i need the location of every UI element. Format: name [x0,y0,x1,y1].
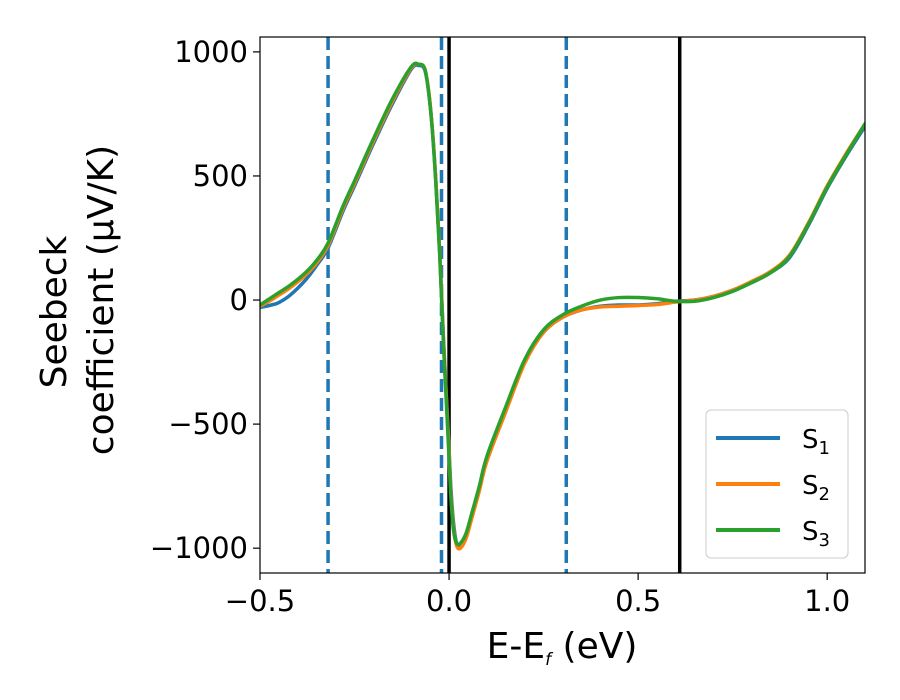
y-tick-label-1: −500 [168,407,248,441]
y-tick-label-0: −1000 [150,531,248,565]
x-axis-label: E-Ef (eV) [487,626,638,670]
legend: S1 S2 S3 [705,409,849,559]
x-tick-label-3: 1.0 [804,584,850,618]
plot-frame [259,36,866,574]
series-line-s3 [260,61,865,547]
x-axis-label-unit: (eV) [551,626,637,667]
y-tick-label-4: 1000 [174,35,248,69]
legend-label-s3: S3 [802,517,830,551]
x-tick-label-1: 0.0 [426,584,472,618]
x-axis-ticks: −0.5 0.0 0.5 1.0 [225,573,850,618]
series-lines [260,61,865,551]
y-axis-label-line2: coefficient (μV/K) [81,145,122,455]
x-axis-label-main: E-E [487,626,545,667]
legend-label-s2: S2 [802,471,830,505]
y-tick-label-3: 500 [193,159,248,193]
legend-label-s1: S1 [802,425,830,459]
x-axis-label-sub: f [545,650,554,670]
y-axis-ticks: −1000 −500 0 500 1000 [150,35,260,565]
y-tick-label-2: 0 [230,283,248,317]
y-axis-label-line1: Seebeck [34,235,75,388]
x-tick-label-0: −0.5 [225,584,295,618]
x-tick-label-2: 0.5 [615,584,661,618]
